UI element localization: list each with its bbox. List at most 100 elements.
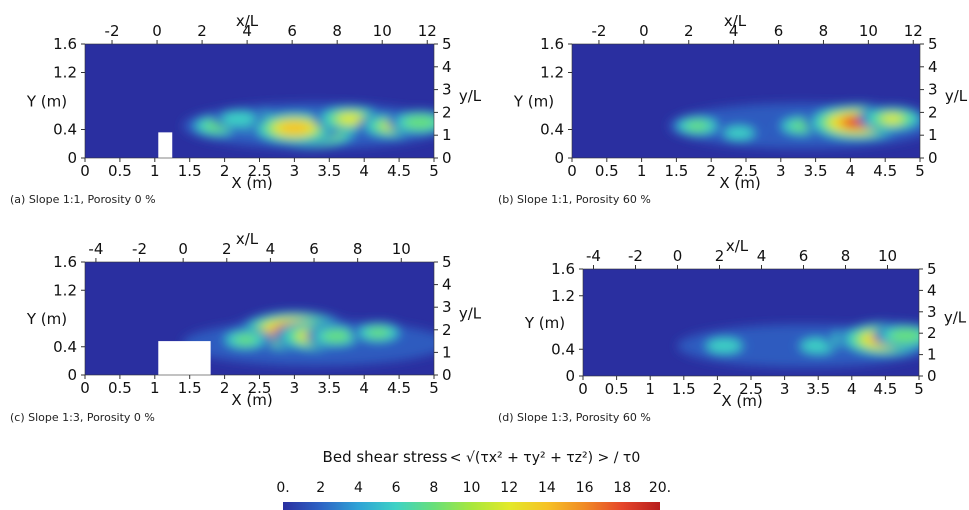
y2-tick-label: 5 [928, 35, 938, 53]
x-axis-label: X (m) [231, 391, 272, 409]
colorbar-tick-label: 8 [429, 480, 438, 496]
x2-tick-label: 4 [242, 22, 252, 40]
y-tick-label: 0.4 [53, 338, 77, 356]
y-axis-label: Y (m) [26, 93, 67, 111]
colorbar-tick-label: 2 [316, 480, 325, 496]
x2-tick-label: 10 [859, 22, 878, 40]
x2-tick-label: 2 [197, 22, 207, 40]
x2-tick-label: 8 [819, 22, 829, 40]
x2-axis-label: x/L [724, 12, 747, 30]
y2-tick-label: 4 [927, 281, 937, 299]
y2-tick-label: 3 [927, 303, 937, 321]
x-tick-label: 4.5 [873, 162, 897, 180]
colorbar-tick-label: 6 [392, 480, 401, 496]
y-axis-label: Y (m) [26, 310, 67, 328]
hotspot [724, 126, 754, 140]
y2-tick-label: 1 [442, 126, 452, 144]
x-tick-label: 2 [713, 380, 723, 398]
x-tick-label: 3 [290, 162, 300, 180]
x2-tick-label: 10 [373, 22, 392, 40]
x-axis-label: X (m) [719, 174, 760, 192]
x-tick-label: 5 [915, 162, 925, 180]
x2-axis-label: x/L [236, 12, 259, 30]
y-tick-label: 0 [67, 366, 77, 384]
y-tick-label: 1.2 [551, 287, 575, 305]
x-tick-label: 0.5 [108, 162, 132, 180]
hotspot [234, 334, 257, 345]
x-tick-label: 0 [80, 379, 90, 397]
x2-tick-label: 2 [715, 247, 725, 265]
y-tick-label: 1.6 [53, 253, 77, 271]
x-tick-label: 0 [80, 162, 90, 180]
x2-tick-label: 2 [222, 240, 232, 258]
x2-tick-label: 6 [287, 22, 297, 40]
colorbar-tick-label: 14 [538, 480, 556, 496]
y2-tick-label: 1 [442, 343, 452, 361]
hotspot [336, 113, 364, 125]
x2-tick-label: -2 [628, 247, 643, 265]
x2-tick-label: 0 [152, 22, 162, 40]
y2-tick-label: 5 [442, 35, 452, 53]
hotspot [278, 121, 310, 135]
x2-tick-label: 4 [757, 247, 767, 265]
panel-caption-c: (c) Slope 1:3, Porosity 0 % [10, 411, 155, 424]
x2-tick-label: 2 [684, 22, 694, 40]
y2-axis-label: y/L [945, 87, 968, 105]
x-tick-label: 3.5 [806, 380, 830, 398]
y-tick-label: 1.2 [53, 281, 77, 299]
x-tick-label: 2 [220, 379, 230, 397]
y2-axis-label: y/L [944, 309, 967, 327]
x2-tick-label: -2 [591, 22, 606, 40]
x2-tick-label: 12 [418, 22, 437, 40]
hotspot [403, 115, 434, 130]
x2-tick-label: 0 [639, 22, 649, 40]
y2-tick-label: 3 [928, 81, 938, 99]
x-tick-label: 5 [429, 162, 439, 180]
x-tick-label: 5 [429, 379, 439, 397]
panel-caption-d: (d) Slope 1:3, Porosity 60 % [498, 411, 651, 424]
colorbar-tick-label: 18 [613, 480, 631, 496]
structure-block [158, 341, 211, 375]
x2-tick-label: 10 [878, 247, 897, 265]
colorbar-tick-label: 0. [276, 480, 289, 496]
y2-axis-label: y/L [459, 87, 482, 105]
x-tick-label: 2.5 [248, 379, 272, 397]
y2-tick-label: 0 [442, 366, 452, 384]
x2-tick-label: 6 [774, 22, 784, 40]
x-tick-label: 1 [150, 379, 160, 397]
y2-tick-label: 5 [927, 260, 937, 278]
y-tick-label: 1.2 [540, 64, 564, 82]
x-tick-label: 2 [706, 162, 716, 180]
y2-tick-label: 2 [442, 103, 452, 121]
x-tick-label: 3.5 [317, 162, 341, 180]
y2-tick-label: 4 [928, 58, 938, 76]
x-tick-label: 1.5 [178, 162, 202, 180]
hotspot [706, 338, 742, 354]
x2-tick-label: 4 [266, 240, 276, 258]
x-tick-label: 2 [220, 162, 230, 180]
chart-panel-d: 0 0.5 1 1.5 2 2.5 3 3.5 4 4.5 5 X (m) 0 0.4 1.2 1.6 Y (m… [524, 237, 967, 410]
x2-tick-label: -4 [586, 247, 601, 265]
x-tick-label: 1.5 [178, 379, 202, 397]
y-tick-label: 0 [67, 149, 77, 167]
hotspot [322, 330, 351, 343]
x-tick-label: 0.5 [108, 379, 132, 397]
y2-tick-label: 4 [442, 276, 452, 294]
hotspot [889, 329, 919, 343]
colorbar-tick-label: 16 [576, 480, 594, 496]
x-tick-label: 1 [645, 380, 655, 398]
colorbar-tick-label: 4 [354, 480, 363, 496]
x-tick-label: 4 [846, 162, 856, 180]
x2-tick-label: 6 [309, 240, 319, 258]
y-tick-label: 0.4 [540, 121, 564, 139]
x2-tick-label: 0 [673, 247, 683, 265]
x2-tick-label: 6 [799, 247, 809, 265]
hotspot [221, 111, 256, 127]
y2-tick-label: 3 [442, 81, 452, 99]
x2-axis-label: x/L [236, 230, 259, 248]
y2-tick-label: 5 [442, 253, 452, 271]
y2-tick-label: 0 [927, 367, 937, 385]
colorbar: 0. 2 4 6 8 10 12 14 16 18 20. Bed shear stress < √(τ… [276, 448, 671, 510]
chart-panel-c: 0 0.5 1 1.5 2 2.5 3 3.5 4 4.5 5 X (m) 0 0.4 1.2 1.6 Y (m… [26, 230, 482, 409]
